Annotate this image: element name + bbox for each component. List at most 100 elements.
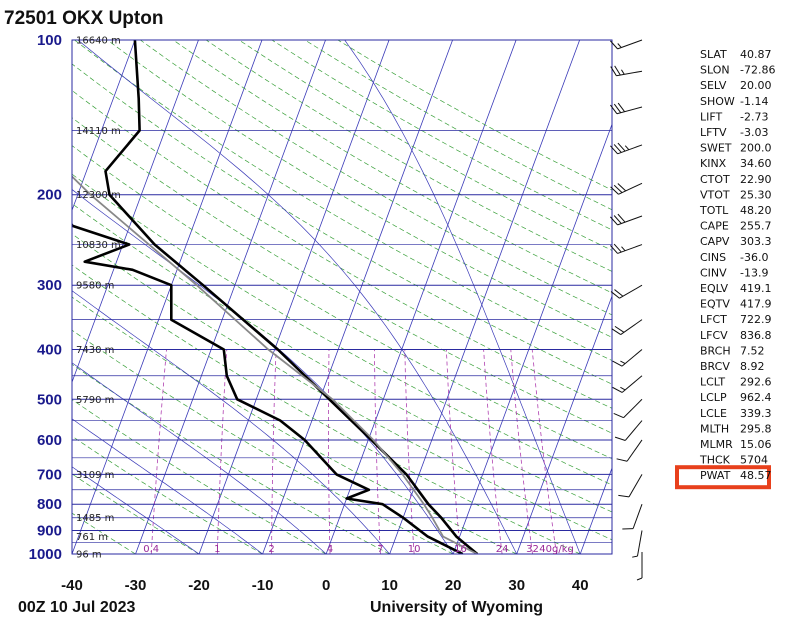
pressure-tick-500: 500 xyxy=(37,391,62,408)
temperature-tick-10: 10 xyxy=(381,577,398,594)
mixing-ratio-label: 1 xyxy=(214,544,220,555)
index-name: CAPV xyxy=(700,235,730,248)
barb-flag xyxy=(610,245,618,254)
date-label: 00Z 10 Jul 2023 xyxy=(18,599,136,616)
index-value: -1.14 xyxy=(740,95,768,108)
height-label: 14110 m xyxy=(76,126,121,137)
isotherm-line xyxy=(0,40,8,554)
index-name: TOTL xyxy=(699,204,729,217)
temperature-tick--10: -10 xyxy=(252,577,274,594)
wind-barb xyxy=(636,552,643,581)
index-value: 22.90 xyxy=(740,173,772,186)
mixing-ratio-label: 32 xyxy=(526,544,539,555)
barb-flag xyxy=(610,216,618,226)
temperature-tick--30: -30 xyxy=(125,577,147,594)
mixing-ratio-line xyxy=(483,349,503,554)
barb-shaft xyxy=(621,375,643,393)
index-value: -3.03 xyxy=(740,126,768,139)
wind-barb xyxy=(614,420,643,441)
barb-flag xyxy=(613,215,622,224)
index-name: SLAT xyxy=(700,48,727,61)
barb-flag xyxy=(617,142,626,152)
wind-barb xyxy=(610,213,643,226)
index-value: 5704 xyxy=(740,454,768,467)
barb-shaft xyxy=(618,182,643,195)
index-value: 40.87 xyxy=(740,48,772,61)
index-value: 962.4 xyxy=(740,391,772,404)
barb-shaft xyxy=(616,70,643,77)
pressure-tick-200: 200 xyxy=(37,187,62,204)
height-label: 12300 m xyxy=(76,190,121,201)
dry-adiabat-line xyxy=(72,145,612,460)
wind-barb xyxy=(610,65,643,77)
dry-adiabat-line xyxy=(72,117,612,434)
index-name: THCK xyxy=(699,454,731,467)
barb-flag xyxy=(613,184,623,193)
barb-shaft xyxy=(617,39,643,50)
wind-barb xyxy=(618,474,643,498)
barb-shaft xyxy=(636,530,643,557)
index-name: PWAT xyxy=(700,469,731,482)
barb-half-flag xyxy=(632,555,638,558)
temperature-tick-30: 30 xyxy=(508,577,525,594)
mixing-ratio-label: 24 xyxy=(496,544,509,555)
mixing-ratio-label: 40g/kg xyxy=(539,544,574,555)
height-label: 3109 m xyxy=(76,470,114,481)
barb-shaft xyxy=(619,284,643,299)
height-labels: 16640 m 14110 m 12300 m 10830 m 9580 m 7430 m… xyxy=(76,36,121,561)
sounding-indices: SLAT 40.87 SLON -72.86 SELV 20.00 SHOW -1.14 LIF… xyxy=(675,48,775,490)
index-value: 15.06 xyxy=(740,438,772,451)
dry-adiabat-line xyxy=(72,512,136,554)
pressure-tick-1000: 1000 xyxy=(29,546,62,563)
index-name: CAPE xyxy=(700,220,729,233)
index-name: SLON xyxy=(700,64,730,77)
wind-barbs xyxy=(610,39,643,581)
barb-flag xyxy=(612,360,623,367)
pressure-tick-600: 600 xyxy=(37,432,62,449)
barb-flag xyxy=(610,104,618,115)
barb-flag xyxy=(610,66,617,76)
barb-flag xyxy=(610,40,618,50)
temperature-tick-labels: -40 -30 -20 -10 0 10 20 30 40 xyxy=(61,577,588,594)
height-label: 10830 m xyxy=(76,240,121,251)
barb-flag xyxy=(614,325,625,333)
index-name: EQTV xyxy=(700,298,730,311)
index-name: LFCT xyxy=(700,313,727,326)
barb-flag xyxy=(610,291,620,299)
barb-flag xyxy=(613,144,622,153)
mixing-ratio-line xyxy=(374,349,381,554)
barb-flag xyxy=(614,65,621,76)
barb-half-flag xyxy=(621,69,625,75)
wind-barb xyxy=(612,349,643,367)
wind-barb xyxy=(632,530,643,558)
height-label: 16640 m xyxy=(76,36,121,47)
barb-half-flag xyxy=(624,145,630,151)
index-name: SHOW xyxy=(700,95,735,108)
index-value: -13.9 xyxy=(740,266,768,279)
wind-barb xyxy=(611,319,643,335)
wind-barb xyxy=(610,102,643,115)
highlight-box xyxy=(675,465,771,490)
barb-shaft xyxy=(617,244,643,254)
index-value: 292.6 xyxy=(740,376,772,389)
index-name: SELV xyxy=(700,79,727,92)
height-label: 5790 m xyxy=(76,395,114,406)
pressure-tick-800: 800 xyxy=(37,496,62,513)
index-name: KINX xyxy=(700,157,727,170)
index-value: 303.3 xyxy=(740,235,772,248)
barb-shaft xyxy=(626,439,643,462)
wind-barb xyxy=(622,504,643,530)
index-value: 295.8 xyxy=(740,422,772,435)
isotherm-line xyxy=(72,40,199,384)
pressure-tick-400: 400 xyxy=(37,341,62,358)
index-name: BRCH xyxy=(700,344,731,357)
height-label: 96 m xyxy=(76,550,102,561)
index-value: 20.00 xyxy=(740,79,772,92)
mixing-ratio-line xyxy=(446,349,461,554)
wind-barb xyxy=(610,284,643,299)
isotherm-line xyxy=(135,40,326,554)
barb-shaft xyxy=(617,215,643,226)
height-label: 7430 m xyxy=(76,345,114,356)
mixing-ratio-line xyxy=(328,349,331,554)
